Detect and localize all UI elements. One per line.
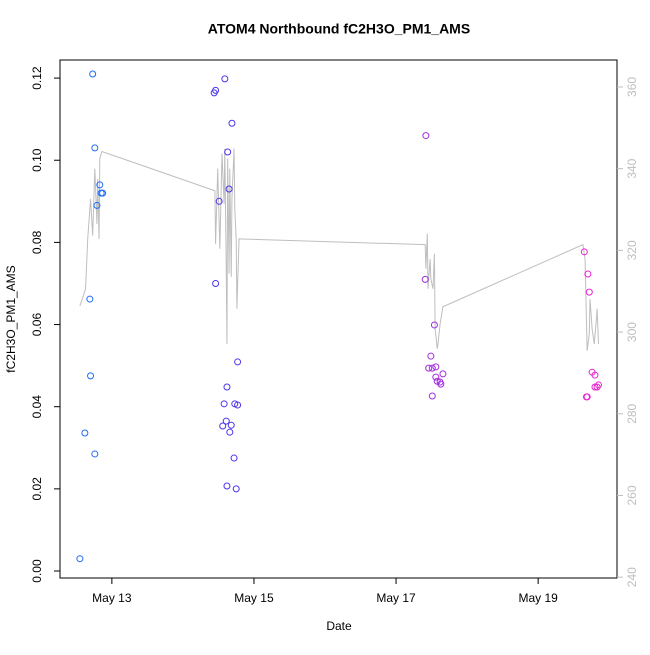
y-axis-label: fC2H3O_PM1_AMS bbox=[4, 265, 18, 372]
point bbox=[86, 295, 94, 303]
point bbox=[427, 352, 435, 360]
point bbox=[220, 400, 228, 408]
point bbox=[234, 358, 242, 366]
point bbox=[212, 279, 220, 287]
point bbox=[593, 383, 601, 391]
point bbox=[89, 70, 97, 78]
y2-tick-label: 360 bbox=[625, 77, 639, 97]
point bbox=[437, 380, 445, 388]
point bbox=[432, 373, 440, 381]
point bbox=[219, 422, 227, 430]
y-tick-label: 0.00 bbox=[30, 559, 44, 583]
y2-tick-label: 300 bbox=[625, 322, 639, 342]
point bbox=[81, 429, 89, 437]
point bbox=[224, 148, 232, 156]
y2-tick-label: 260 bbox=[625, 485, 639, 505]
point bbox=[212, 86, 220, 94]
point bbox=[432, 363, 440, 371]
point bbox=[215, 197, 223, 205]
point bbox=[425, 364, 433, 372]
point bbox=[91, 144, 99, 152]
point bbox=[226, 428, 234, 436]
y-tick-label: 0.12 bbox=[30, 66, 44, 90]
point bbox=[428, 364, 436, 372]
x-tick-label: May 19 bbox=[518, 591, 558, 605]
point bbox=[223, 383, 231, 391]
point bbox=[225, 185, 233, 193]
point bbox=[99, 189, 107, 197]
y2-tick-label: 240 bbox=[625, 567, 639, 587]
point bbox=[591, 371, 599, 379]
point bbox=[221, 75, 229, 83]
y-tick-label: 0.02 bbox=[30, 477, 44, 501]
y2-tick-label: 340 bbox=[625, 158, 639, 178]
y2-tick-label: 280 bbox=[625, 403, 639, 423]
y-tick-label: 0.06 bbox=[30, 313, 44, 337]
point bbox=[91, 450, 99, 458]
point bbox=[422, 132, 430, 140]
point bbox=[96, 181, 104, 189]
y2-line bbox=[79, 148, 600, 351]
chart-title: ATOM4 Northbound fC2H3O_PM1_AMS bbox=[208, 21, 470, 37]
point bbox=[222, 417, 230, 425]
point bbox=[232, 485, 240, 493]
point bbox=[583, 393, 591, 401]
y-tick-label: 0.04 bbox=[30, 395, 44, 419]
plot-frame bbox=[59, 59, 618, 579]
point bbox=[428, 392, 436, 400]
point bbox=[580, 248, 588, 256]
point bbox=[76, 555, 84, 563]
point bbox=[228, 119, 236, 127]
point bbox=[584, 270, 592, 278]
point bbox=[223, 482, 231, 490]
y-tick-label: 0.08 bbox=[30, 230, 44, 254]
point bbox=[585, 288, 593, 296]
point bbox=[595, 381, 603, 389]
x-tick-label: May 15 bbox=[234, 591, 274, 605]
point bbox=[227, 421, 235, 429]
point bbox=[591, 383, 599, 391]
x-tick-label: May 17 bbox=[376, 591, 416, 605]
point bbox=[439, 370, 447, 378]
point bbox=[421, 275, 429, 283]
x-tick-label: May 13 bbox=[92, 591, 132, 605]
point bbox=[87, 372, 95, 380]
point bbox=[93, 201, 101, 209]
y2-tick-label: 320 bbox=[625, 240, 639, 260]
x-axis-label: Date bbox=[326, 619, 352, 633]
point bbox=[430, 321, 438, 329]
point bbox=[234, 401, 242, 409]
point bbox=[230, 454, 238, 462]
y-tick-label: 0.10 bbox=[30, 148, 44, 172]
